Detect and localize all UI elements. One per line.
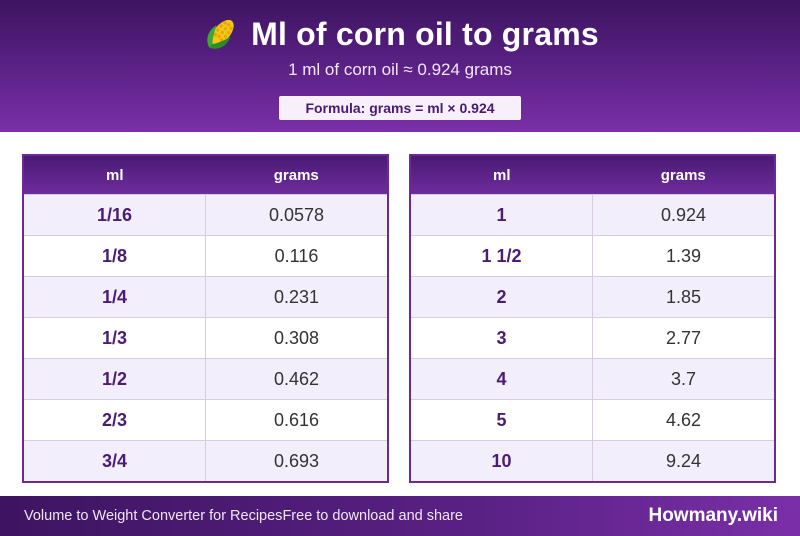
grams-cell: 0.231: [273, 286, 320, 307]
ml-cell: 2/3: [24, 400, 206, 440]
ml-cell: 1/4: [24, 277, 206, 317]
conversion-table-left: ml grams 1/16 0.0578 1/8 0.116 1/4 0.231 1/…: [22, 154, 389, 483]
grams-cell: 0.462: [273, 368, 320, 389]
page-title: Ml of corn oil to grams: [251, 15, 599, 52]
brand-logo[interactable]: Howmany.wiki: [648, 505, 778, 526]
ml-cell: 3/4: [24, 441, 206, 481]
footer: Volume to Weight Converter for Recipes Fr…: [0, 496, 800, 536]
table-row: 1 0.924: [411, 194, 774, 235]
table-row: 10 9.24: [411, 440, 774, 481]
table-row: 1/16 0.0578: [24, 194, 387, 235]
footer-text: Volume to Weight Converter for Recipes Fr…: [24, 496, 463, 536]
table-header: ml grams: [24, 156, 387, 194]
table-body: 1 0.924 1 1/2 1.39 2 1.85 3 2.77 4 3.7 5 4.62 …: [411, 194, 774, 481]
table-row: 1/8 0.116: [24, 235, 387, 276]
table-body: 1/16 0.0578 1/8 0.116 1/4 0.231 1/3 0.308 1/…: [24, 194, 387, 481]
grams-cell: 0.693: [273, 450, 320, 471]
footer-share-note: Free to download and share: [282, 508, 464, 524]
table-row: 3/4 0.693: [24, 440, 387, 481]
ml-cell: 1/16: [24, 195, 206, 235]
grams-cell: 3.7: [670, 368, 697, 389]
ml-cell: 5: [411, 400, 593, 440]
grams-cell: 0.308: [273, 327, 320, 348]
table-row: 3 2.77: [411, 317, 774, 358]
table-row: 5 4.62: [411, 399, 774, 440]
formula-badge: Formula: grams = ml × 0.924: [279, 96, 521, 120]
table-row: 1/2 0.462: [24, 358, 387, 399]
table-header: ml grams: [411, 156, 774, 194]
grams-cell: 1.85: [665, 286, 702, 307]
column-header-ml: ml: [105, 166, 124, 184]
grams-cell: 0.116: [274, 245, 319, 266]
ml-cell: 1/2: [24, 359, 206, 399]
grams-cell: 1.39: [665, 245, 702, 266]
table-row: 1/4 0.231: [24, 276, 387, 317]
grams-cell: 2.77: [665, 327, 702, 348]
ml-cell: 2: [411, 277, 593, 317]
grams-cell: 4.62: [665, 409, 702, 430]
title-row: Ml of corn oil to grams: [0, 12, 800, 56]
ml-cell: 10: [411, 441, 593, 481]
column-header-ml: ml: [492, 166, 511, 184]
grams-cell: 0.924: [660, 204, 707, 225]
column-header-grams: grams: [273, 166, 319, 184]
footer-tagline: Volume to Weight Converter for Recipes: [24, 508, 283, 524]
subtitle: 1 ml of corn oil ≈ 0.924 grams: [288, 60, 512, 79]
table-row: 2/3 0.616: [24, 399, 387, 440]
ml-cell: 4: [411, 359, 593, 399]
ml-cell: 1/3: [24, 318, 206, 358]
ml-cell: 1: [411, 195, 593, 235]
grams-cell: 0.0578: [268, 204, 325, 225]
table-row: 1 1/2 1.39: [411, 235, 774, 276]
ml-cell: 1/8: [24, 236, 206, 276]
ml-cell: 3: [411, 318, 593, 358]
ml-cell: 1 1/2: [411, 236, 593, 276]
header: Ml of corn oil to grams 1 ml of corn oil…: [0, 0, 800, 132]
corn-icon: [201, 14, 241, 54]
grams-cell: 0.616: [273, 409, 320, 430]
table-row: 2 1.85: [411, 276, 774, 317]
column-header-grams: grams: [660, 166, 706, 184]
table-row: 1/3 0.308: [24, 317, 387, 358]
table-row: 4 3.7: [411, 358, 774, 399]
grams-cell: 9.24: [665, 450, 702, 471]
